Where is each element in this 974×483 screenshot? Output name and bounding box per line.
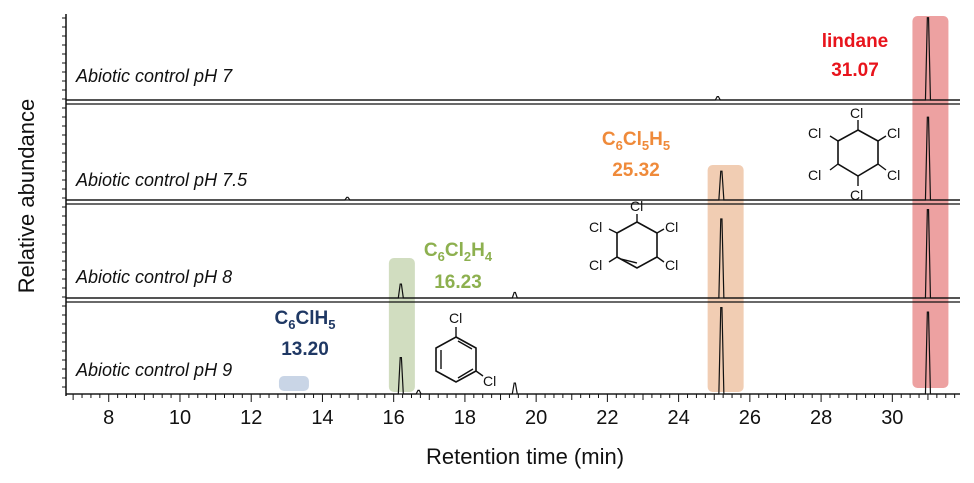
svg-text:Cl: Cl	[665, 257, 678, 273]
x-tick-label: 16	[383, 407, 405, 429]
highlight-band-0	[912, 16, 949, 388]
svg-text:Cl: Cl	[808, 167, 821, 183]
x-tick-label: 22	[596, 407, 618, 429]
svg-text:Cl: Cl	[589, 219, 602, 235]
svg-text:Cl: Cl	[887, 125, 900, 141]
svg-text:Cl: Cl	[589, 257, 602, 273]
x-tick-label: 20	[525, 407, 547, 429]
svg-text:Cl: Cl	[483, 373, 496, 389]
c6cl2h4-label: C6Cl2H4	[424, 240, 493, 264]
trace-panel-0	[66, 17, 960, 101]
x-tick-label: 18	[454, 407, 476, 429]
x-tick-label: 12	[240, 407, 262, 429]
x-tick-label: 26	[739, 407, 761, 429]
highlight-band-2	[388, 258, 415, 392]
pentachlorocyclohexene-structure-icon: Cl Cl Cl Cl Cl	[589, 198, 678, 273]
chromatogram-traces	[66, 17, 960, 395]
x-tick-label: 14	[311, 407, 333, 429]
trace-panel-1	[66, 116, 960, 201]
x-tick-label: 24	[667, 407, 689, 429]
highlight-band-3	[278, 376, 309, 391]
lindane-label: lindane	[822, 31, 889, 52]
x-tick-label: 10	[169, 407, 191, 429]
highlight-bands	[278, 16, 949, 392]
lindane-structure-icon: Cl Cl Cl Cl Cl Cl	[808, 105, 900, 203]
chlorobenzene-structure-icon: Cl Cl	[435, 310, 496, 389]
svg-text:Cl: Cl	[665, 219, 678, 235]
c6cl5h5-rt-label: 25.32	[612, 160, 660, 181]
panel-label-ph7-5: Abiotic control pH 7.5	[75, 170, 248, 190]
y-axis-title: Relative abundance	[14, 99, 39, 293]
x-tick-label: 8	[103, 407, 114, 429]
svg-text:Cl: Cl	[808, 125, 821, 141]
c6clh5-label: C6ClH5	[275, 308, 336, 332]
x-axis-title: Retention time (min)	[426, 444, 624, 469]
svg-text:Cl: Cl	[449, 310, 462, 326]
trace-panel-2	[66, 209, 960, 299]
x-tick-label: 28	[810, 407, 832, 429]
svg-text:Cl: Cl	[887, 167, 900, 183]
c6cl2h4-rt-label: 16.23	[434, 272, 482, 293]
svg-text:Cl: Cl	[850, 105, 863, 121]
svg-text:Cl: Cl	[630, 198, 643, 214]
x-tick-label: 30	[881, 407, 903, 429]
trace-panel-3	[66, 306, 960, 395]
lindane-rt-label: 31.07	[831, 60, 879, 81]
panel-label-ph8: Abiotic control pH 8	[75, 267, 232, 287]
c6clh5-rt-label: 13.20	[281, 339, 329, 360]
panel-label-ph9: Abiotic control pH 9	[75, 360, 232, 380]
panel-label-ph7: Abiotic control pH 7	[75, 66, 233, 86]
c6cl5h5-label: C6Cl5H5	[602, 129, 670, 153]
x-axis: 8 10 12 14 16 18 20 22 24 26 28 30	[72, 394, 956, 429]
svg-text:Cl: Cl	[850, 187, 863, 203]
highlight-band-1	[707, 165, 744, 392]
